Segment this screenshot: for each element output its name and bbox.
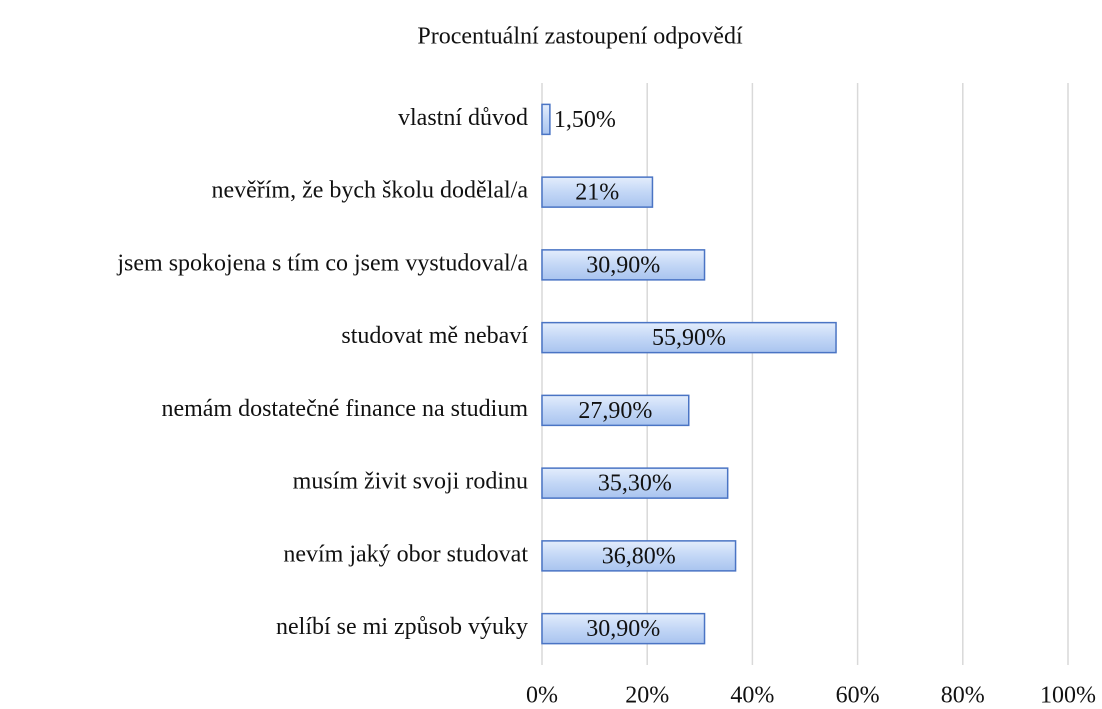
y-tick-label: musím živit svoji rodinu	[293, 469, 528, 495]
bar	[541, 612, 706, 645]
data-label: 1,50%	[554, 107, 616, 133]
data-label: 27,90%	[578, 398, 652, 424]
x-tick-label: 60%	[836, 683, 880, 709]
x-tick-label: 20%	[625, 683, 669, 709]
x-tick-label: 100%	[1040, 683, 1096, 709]
y-tick-label: studovat mě nebaví	[341, 323, 528, 349]
x-tick-label: 80%	[941, 683, 985, 709]
x-tick-label: 40%	[730, 683, 774, 709]
data-label: 21%	[575, 180, 619, 206]
y-tick-label: nevěřím, že bych školu dodělal/a	[211, 178, 528, 204]
chart-title: Procentuální zastoupení odpovědí	[417, 24, 743, 50]
y-tick-label: jsem spokojena s tím co jsem vystudoval/…	[116, 250, 528, 276]
x-tick-label: 0%	[526, 683, 558, 709]
y-tick-label: nemám dostatečné finance na studium	[161, 396, 528, 422]
y-tick-label: vlastní důvod	[398, 105, 528, 131]
bar	[541, 176, 654, 208]
bar	[541, 467, 729, 499]
y-tick-label: nevím jaký obor studovat	[283, 541, 528, 567]
data-label: 30,90%	[586, 616, 660, 642]
data-label: 55,90%	[652, 325, 726, 351]
bar	[541, 321, 837, 354]
data-label: 36,80%	[602, 543, 676, 569]
bar	[541, 540, 737, 572]
y-tick-label: nelíbí se mi způsob výuky	[276, 614, 528, 640]
bar	[541, 249, 706, 281]
data-label: 30,90%	[586, 252, 660, 278]
data-label: 35,30%	[598, 471, 672, 497]
bar	[541, 103, 551, 136]
bar	[541, 394, 690, 427]
